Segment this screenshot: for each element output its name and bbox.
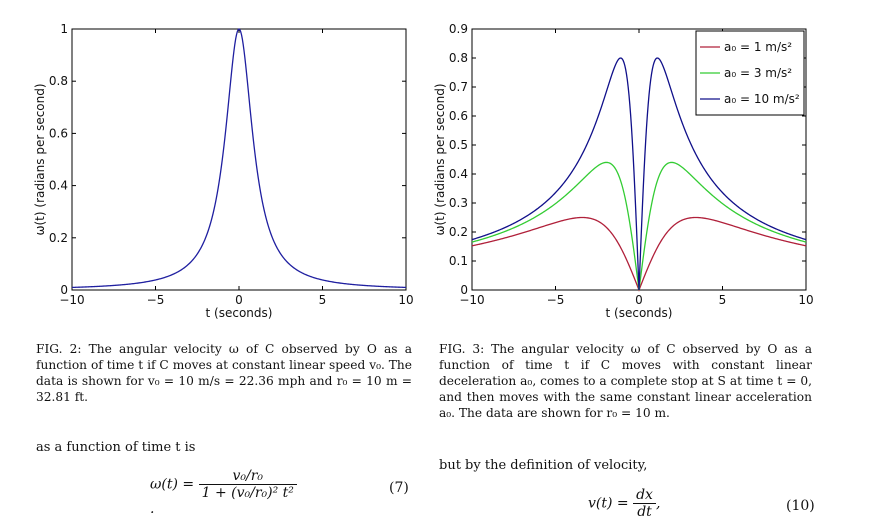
x-tick-label: −10	[59, 293, 84, 307]
x-tick-label: 10	[398, 293, 413, 307]
figure-3-caption: FIG. 3: The angular velocity ω of C obse…	[439, 342, 812, 420]
equation-7-numerator: v₀/r₀	[198, 468, 297, 485]
equation-10-lhs: v(t) =	[588, 495, 629, 512]
equation-7-denominator: 1 + (v₀/r₀)² t²	[201, 485, 294, 501]
y-axis-label: ω(t) (radians per second)	[433, 83, 447, 235]
y-tick-label: 0.8	[449, 51, 468, 65]
y-tick-label: 0.2	[49, 231, 68, 245]
y-tick-label: 0	[460, 283, 468, 297]
equation-10: v(t) = dx dt ,	[588, 487, 668, 527]
y-tick-label: 0.2	[449, 225, 468, 239]
y-tick-label: 0.6	[49, 126, 68, 140]
y-tick-label: 0.7	[449, 80, 468, 94]
equation-10-numerator: dx	[633, 487, 656, 504]
chart-fig3: −10 −5 0 5 10 0 0.1 0.2 0.3 0.4 0.5 0.6 0.7 0.8 0.9 t (…	[433, 22, 814, 320]
y-tick-label: 0	[60, 283, 68, 297]
y-tick-label: 0.4	[49, 179, 68, 193]
y-tick-label: 0.3	[449, 196, 468, 210]
x-tick-label: −10	[459, 293, 484, 307]
equation-7: ω(t) = v₀/r₀ 1 + (v₀/r₀)² t² .	[150, 468, 300, 518]
equation-7-lhs: ω(t) =	[150, 476, 195, 493]
y-tick-label: 1	[60, 22, 68, 36]
series-line-3	[471, 57, 807, 291]
equation-7-tail: .	[150, 501, 155, 517]
equation-7-fraction: v₀/r₀ 1 + (v₀/r₀)² t²	[198, 468, 297, 501]
y-tick-label: 0.1	[449, 254, 468, 268]
equation-10-fraction: dx dt	[633, 487, 656, 520]
body-text-right: but by the definition of velocity,	[439, 458, 648, 473]
legend-label: a₀ = 3 m/s²	[724, 66, 792, 80]
x-tick-label: 0	[635, 293, 643, 307]
x-tick-label: 10	[798, 293, 813, 307]
x-axis-label: t (seconds)	[206, 306, 273, 320]
body-text-left: as a function of time t is	[36, 440, 196, 455]
y-tick-label: 0.8	[49, 74, 68, 88]
x-tick-label: −5	[147, 293, 165, 307]
y-tick-label: 0.5	[449, 138, 468, 152]
equation-7-number: (7)	[389, 480, 409, 496]
y-tick-label: 0.6	[449, 109, 468, 123]
equation-10-number: (10)	[786, 498, 815, 514]
legend-label: a₀ = 1 m/s²	[724, 40, 792, 54]
equation-10-tail: ,	[655, 495, 661, 512]
x-tick-label: 0	[235, 293, 243, 307]
chart-fig2: −10 −5 0 5 10 0 0.2 0.4 0.6 0.8 1 t (seconds) ω(t) (…	[33, 22, 414, 320]
equation-10-denominator: dt	[637, 504, 652, 520]
legend-label: a₀ = 10 m/s²	[724, 92, 800, 106]
x-axis-label: t (seconds)	[606, 306, 673, 320]
x-tick-label: 5	[319, 293, 327, 307]
x-tick-label: 5	[719, 293, 727, 307]
figure-2-caption: FIG. 2: The angular velocity ω of C obse…	[36, 342, 412, 404]
y-axis-label: ω(t) (radians per second)	[33, 83, 47, 235]
plot-area-frame	[71, 28, 407, 291]
y-tick-label: 0.9	[449, 22, 468, 36]
y-tick-label: 0.4	[449, 167, 468, 181]
x-tick-label: −5	[547, 293, 565, 307]
series-line-1	[71, 28, 407, 289]
